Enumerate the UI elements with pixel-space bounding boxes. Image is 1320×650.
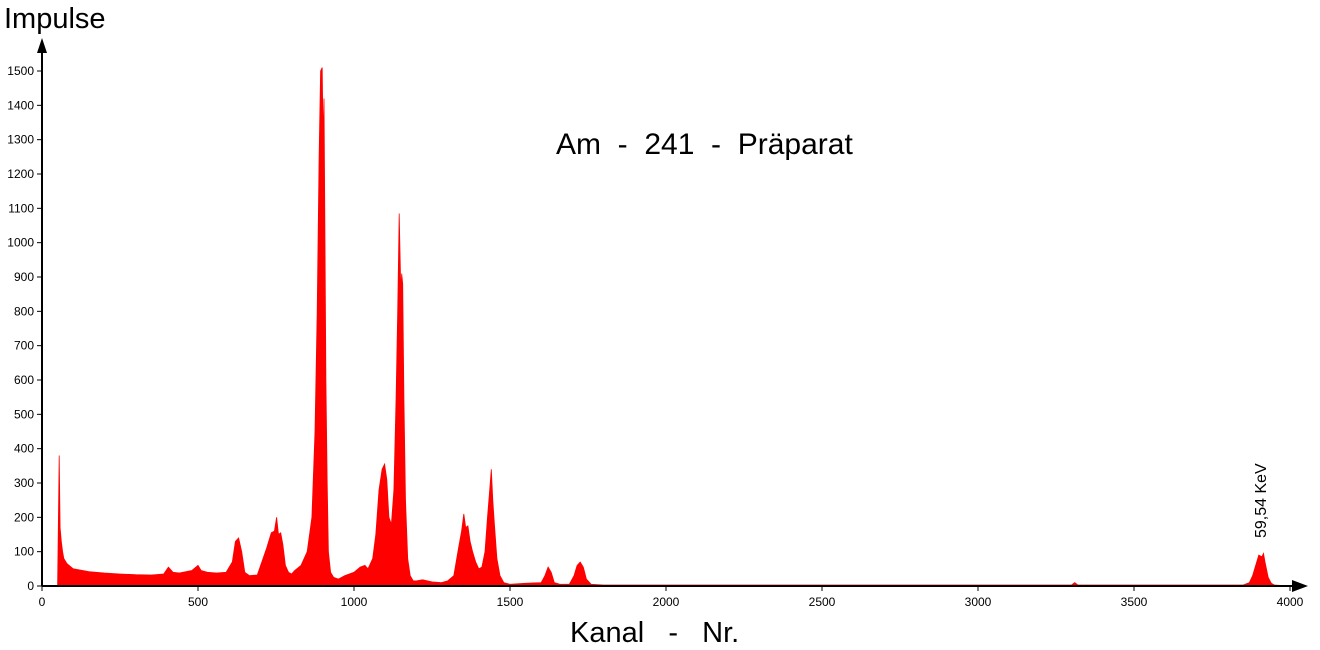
- y-axis-arrow: [37, 38, 47, 53]
- x-tick-label: 1000: [341, 595, 368, 609]
- y-tick-label: 900: [14, 270, 34, 284]
- y-axis-title: Impulse: [4, 3, 106, 35]
- x-tick-label: 3500: [1121, 595, 1148, 609]
- x-tick-label: 500: [188, 595, 208, 609]
- y-ticks: 0 100 200 300 400 500 600 700 800 900 1000 1100 1200…: [7, 64, 42, 593]
- y-tick-label: 700: [14, 339, 34, 353]
- y-tick-label: 400: [14, 442, 34, 456]
- y-tick-label: 500: [14, 407, 34, 421]
- y-tick-label: 800: [14, 304, 34, 318]
- x-tick-label: 0: [39, 595, 46, 609]
- x-tick-label: 2500: [809, 595, 836, 609]
- x-ticks: 0 500 1000 1500 2000 2500 3000 3500 4000: [39, 586, 1304, 609]
- x-tick-label: 2000: [653, 595, 680, 609]
- y-tick-label: 300: [14, 476, 34, 490]
- plot-area: [57, 67, 1291, 587]
- y-tick-label: 1300: [7, 133, 34, 147]
- peak-annotation: 59,54 KeV: [1253, 463, 1270, 538]
- y-tick-label: 1400: [7, 98, 34, 112]
- x-axis-title: Kanal - Nr.: [570, 617, 739, 649]
- y-tick-label: 1000: [7, 236, 34, 250]
- y-tick-label: 1500: [7, 64, 34, 78]
- x-tick-label: 1500: [497, 595, 524, 609]
- y-tick-label: 100: [14, 545, 34, 559]
- y-tick-label: 1100: [8, 201, 34, 215]
- y-tick-label: 0: [27, 579, 34, 593]
- axes: [37, 38, 1308, 592]
- spectrum-area: [57, 67, 1291, 587]
- y-tick-label: 200: [14, 510, 34, 524]
- x-tick-label: 3000: [965, 595, 992, 609]
- chart-title: Am - 241 - Präparat: [556, 128, 853, 161]
- x-tick-label: 4000: [1277, 595, 1304, 609]
- y-tick-label: 600: [14, 373, 34, 387]
- x-axis-arrow: [1292, 580, 1308, 592]
- y-tick-label: 1200: [7, 167, 34, 181]
